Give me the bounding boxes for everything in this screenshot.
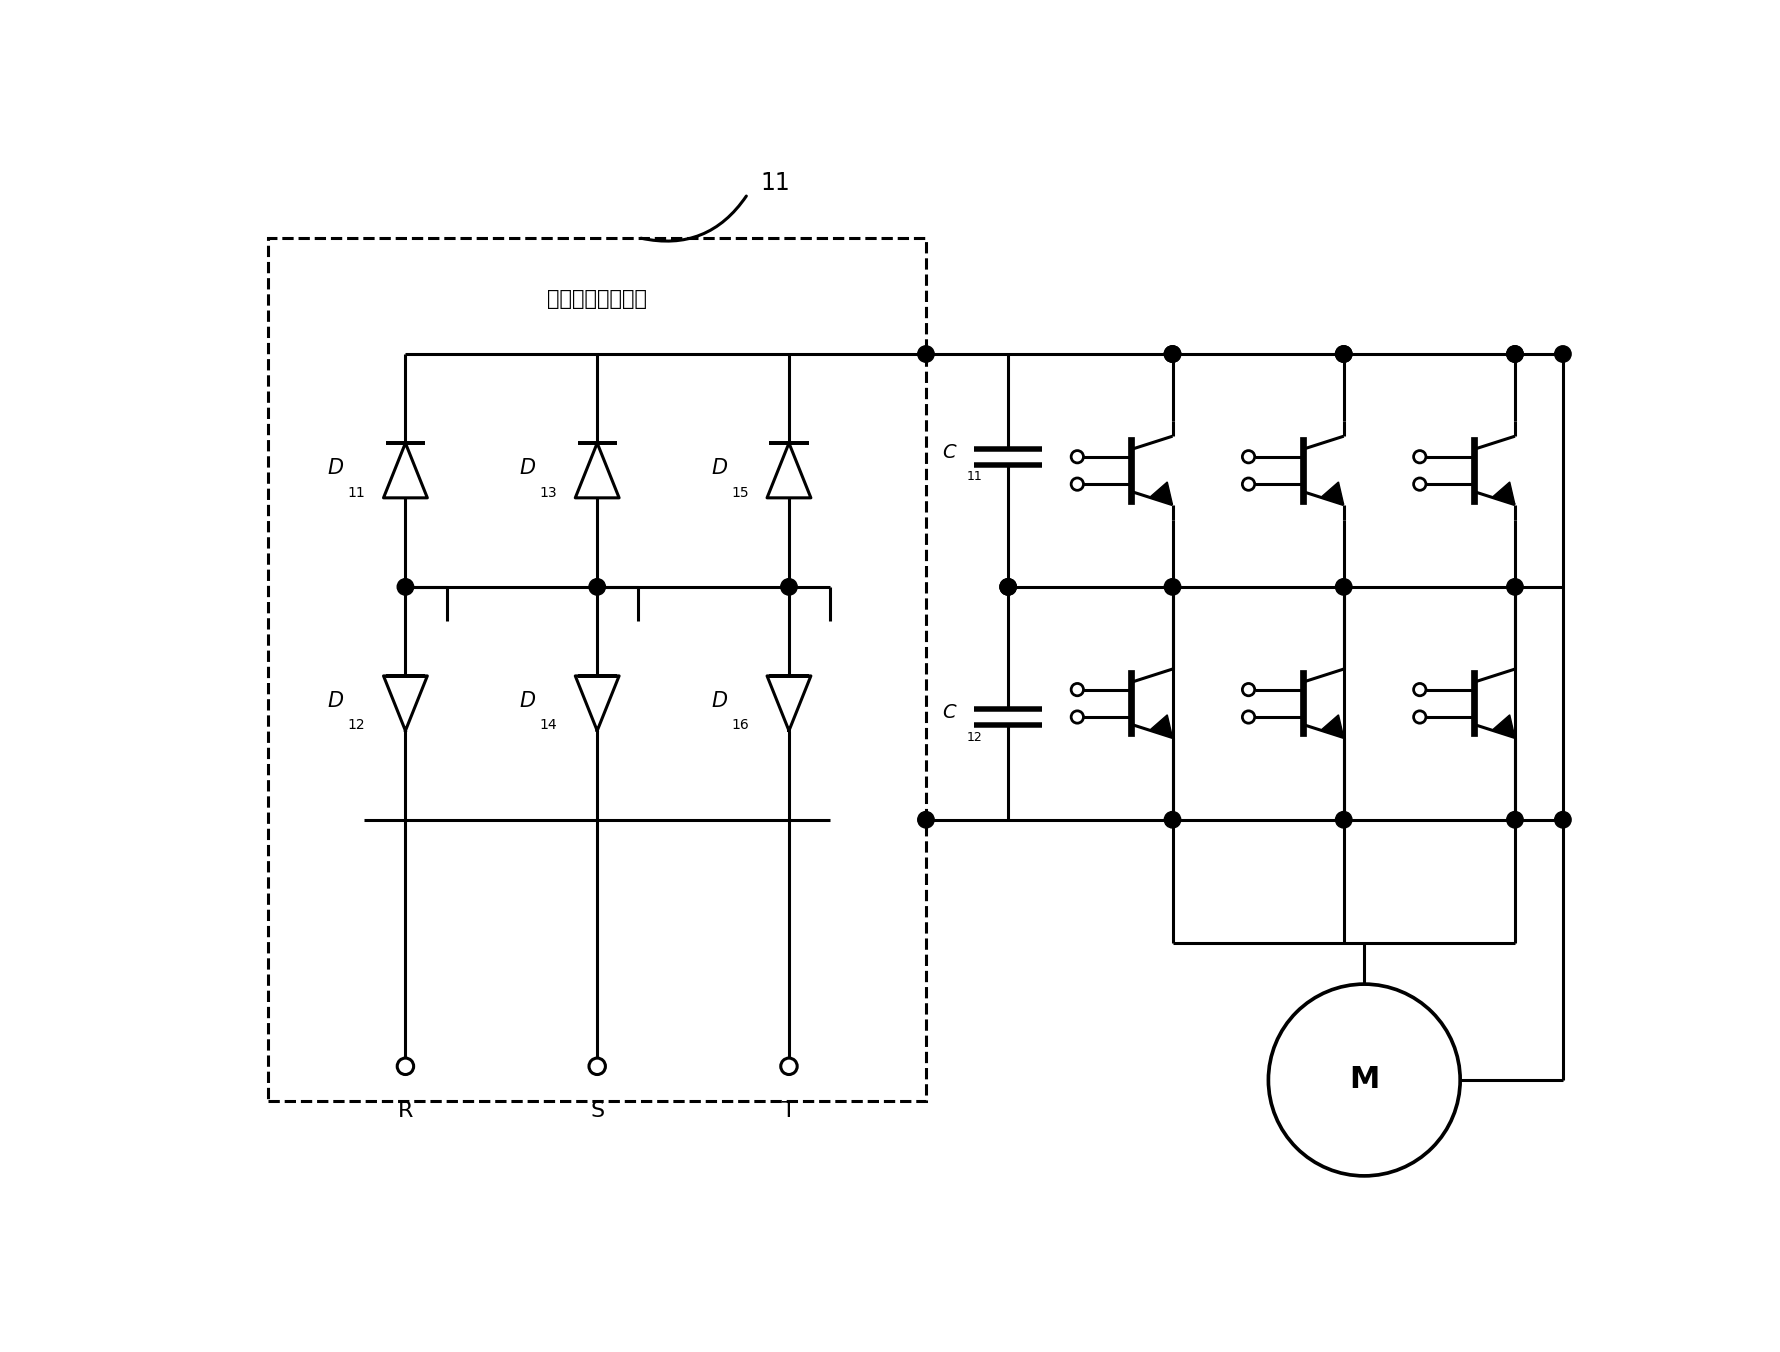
Circle shape [397,579,413,595]
Circle shape [1506,579,1524,595]
Text: 11: 11 [347,485,365,499]
Text: 11: 11 [967,470,983,484]
Text: S: S [591,1101,603,1121]
Text: D: D [328,458,344,477]
Text: C: C [942,443,956,462]
Text: 15: 15 [732,485,749,499]
Circle shape [1554,346,1572,362]
Polygon shape [1323,715,1344,738]
Text: 12: 12 [347,718,365,733]
Text: R: R [397,1101,413,1121]
Bar [269,238,926,1101]
Polygon shape [575,443,619,498]
Circle shape [1000,579,1016,595]
FancyArrowPatch shape [641,196,746,241]
Circle shape [1335,346,1353,362]
Circle shape [1164,346,1180,362]
Text: 11: 11 [760,170,790,195]
Circle shape [918,811,934,827]
Circle shape [1335,346,1353,362]
Text: 13: 13 [539,485,557,499]
Polygon shape [383,676,427,730]
Text: M: M [1349,1065,1380,1095]
Polygon shape [1150,715,1173,738]
Circle shape [1506,346,1524,362]
Circle shape [1164,811,1180,827]
Text: D: D [328,691,344,711]
Text: C: C [942,703,956,722]
Circle shape [1335,579,1353,595]
Circle shape [1164,579,1180,595]
Circle shape [589,579,605,595]
Polygon shape [1150,483,1173,504]
Circle shape [1506,811,1524,827]
Text: T: T [781,1101,796,1121]
Polygon shape [1493,483,1515,504]
Circle shape [1164,346,1180,362]
Text: D: D [712,458,728,477]
Polygon shape [1493,715,1515,738]
Text: D: D [520,458,536,477]
Text: 三相同步整流电路: 三相同步整流电路 [546,289,648,310]
Text: 16: 16 [732,718,749,733]
Text: D: D [520,691,536,711]
Text: D: D [712,691,728,711]
Text: 12: 12 [967,730,983,744]
Circle shape [918,346,934,362]
Polygon shape [575,676,619,730]
Polygon shape [767,676,812,730]
Text: 14: 14 [539,718,557,733]
Circle shape [781,579,797,595]
Circle shape [1554,811,1572,827]
Circle shape [1000,579,1016,595]
Polygon shape [767,443,812,498]
Circle shape [1335,811,1353,827]
Polygon shape [1323,483,1344,504]
Polygon shape [383,443,427,498]
Circle shape [1506,346,1524,362]
